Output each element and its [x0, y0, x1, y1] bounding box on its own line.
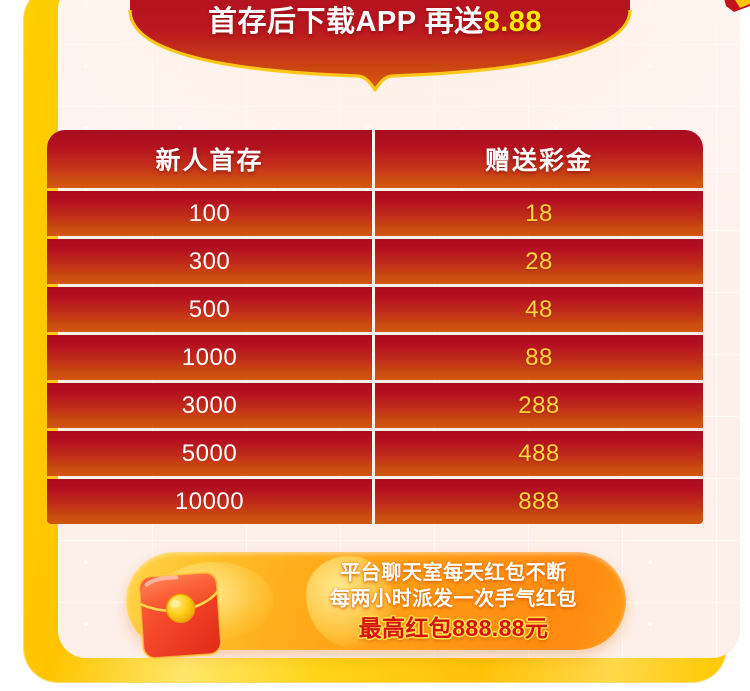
table-row: 3000 288 — [47, 383, 703, 428]
cell-bonus: 488 — [375, 431, 703, 476]
chatroom-redpacket-banner: 平台聊天室每天红包不断 每两小时派发一次手气红包 最高红包888.88元 — [126, 552, 626, 660]
ribbon-title: 首存后下载APP 再送8.88 — [0, 0, 750, 40]
cell-deposit: 500 — [47, 287, 372, 332]
cell-deposit: 10000 — [47, 479, 372, 524]
promo-line-2: 每两小时派发一次手气红包 — [329, 588, 578, 610]
header-ribbon: 首存后下载APP 再送8.88 — [0, 0, 750, 94]
table-header: 新人首存 赠送彩金 — [47, 130, 703, 188]
cell-deposit: 100 — [47, 191, 372, 236]
cell-bonus: 88 — [375, 335, 703, 380]
cell-bonus: 28 — [375, 239, 703, 284]
table-row: 500 48 — [47, 287, 703, 332]
table-body: 100 18 300 28 500 48 1000 88 3000 288 50… — [47, 191, 703, 524]
column-header-deposit: 新人首存 — [47, 130, 372, 188]
corner-flag-decoration — [710, 0, 750, 25]
promo-line-1: 平台聊天室每天红包不断 — [340, 562, 567, 584]
table-row: 10000 888 — [47, 479, 703, 524]
table-header-row: 新人首存 赠送彩金 — [47, 130, 703, 188]
deposit-bonus-table: 新人首存 赠送彩金 100 18 300 28 500 48 1000 88 — [47, 130, 703, 527]
cell-bonus: 888 — [375, 479, 703, 524]
cell-bonus: 48 — [375, 287, 703, 332]
table-row: 5000 488 — [47, 431, 703, 476]
column-header-bonus: 赠送彩金 — [375, 130, 703, 188]
pill-highlight-blob — [306, 556, 396, 648]
red-envelope-icon — [123, 556, 253, 666]
cell-deposit: 300 — [47, 239, 372, 284]
cell-bonus: 18 — [375, 191, 703, 236]
table-row: 100 18 — [47, 191, 703, 236]
cell-deposit: 5000 — [47, 431, 372, 476]
promo-text-block: 平台聊天室每天红包不断 每两小时派发一次手气红包 最高红包888.88元 — [291, 560, 616, 643]
cell-bonus: 288 — [375, 383, 703, 428]
cell-deposit: 3000 — [47, 383, 372, 428]
ribbon-title-main: 首存后下载APP 再送 — [207, 6, 484, 38]
cell-deposit: 1000 — [47, 335, 372, 380]
table-row: 300 28 — [47, 239, 703, 284]
ribbon-title-amount: 8.88 — [483, 6, 543, 38]
table-row: 1000 88 — [47, 335, 703, 380]
promo-line-3-highlight: 最高红包888.88元 — [358, 615, 549, 641]
